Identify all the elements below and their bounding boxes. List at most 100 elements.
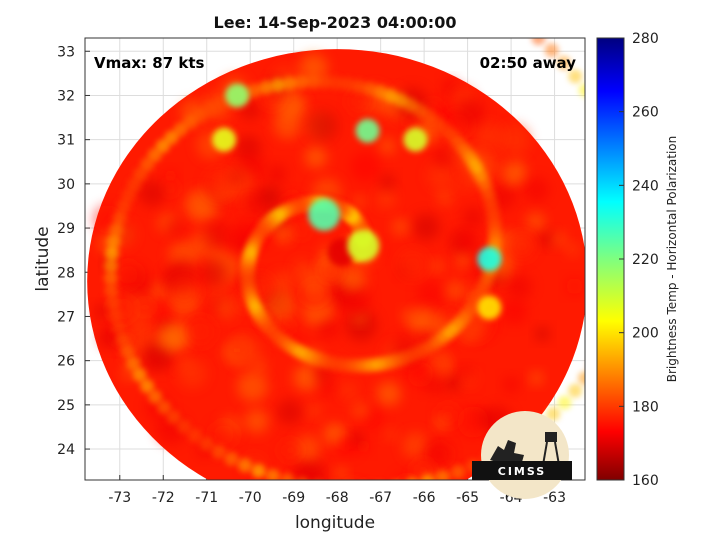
spiral-band-segment [270, 78, 285, 93]
spiral-band-segment [108, 308, 123, 323]
swath-speckle [353, 195, 366, 208]
swath-speckle [267, 164, 287, 184]
spiral-band-segment [251, 464, 266, 479]
spiral-band-segment [116, 199, 131, 214]
spiral-band-segment [109, 222, 124, 237]
swath-speckle [320, 260, 341, 281]
spiral-band-segment [237, 458, 252, 473]
y-tick-label: 26 [57, 354, 75, 370]
swath-speckle [345, 309, 377, 342]
swath-speckle [308, 111, 338, 141]
swath-speckle [501, 298, 528, 325]
x-tick-label: -73 [108, 490, 131, 506]
swath-speckle [231, 344, 244, 357]
swath-speckle [507, 274, 532, 299]
spiral-band-segment [259, 80, 274, 95]
swath-speckle [424, 439, 451, 466]
swath-speckle [535, 326, 550, 342]
y-tick-label: 25 [57, 398, 75, 414]
spiral-band-segment [518, 20, 532, 34]
swath-speckle [303, 487, 322, 506]
swath-speckle [157, 303, 172, 318]
spiral-band-segment [121, 188, 136, 203]
spiral-band-segment [166, 410, 181, 425]
swath-speckle [498, 124, 530, 156]
logo-text: CIMSS [498, 465, 546, 478]
spiral-band-segment [132, 367, 147, 382]
swath-speckle [304, 146, 327, 169]
spiral-band-segment [211, 444, 226, 459]
spiral-band-segment [625, 239, 639, 253]
colorbar-tick-label: 180 [632, 399, 659, 415]
spiral-band-segment [435, 469, 450, 480]
spiral-band-segment [148, 389, 163, 404]
spiral-band-segment [103, 271, 118, 286]
swath-speckle [353, 312, 367, 325]
spiral-band-segment [127, 177, 142, 192]
spiral-band-segment [176, 419, 191, 434]
swath-speckle [566, 242, 580, 257]
swath-speckle [340, 285, 370, 315]
swath-speckle [244, 409, 269, 434]
x-tick-label: -69 [282, 490, 305, 506]
swath-speckle [427, 161, 455, 190]
y-tick-label: 24 [57, 442, 75, 458]
spiral-band-segment [224, 451, 239, 466]
swath-speckle [508, 233, 536, 260]
swath-speckle [279, 439, 302, 462]
swath-speckle [265, 290, 297, 321]
spiral-band-segment [213, 96, 228, 111]
spiral-band-segment [187, 428, 202, 443]
feature-convection [477, 247, 502, 271]
plot-frame [84, 37, 586, 481]
swath-speckle [94, 304, 110, 319]
swath-speckle [184, 189, 217, 222]
swath-speckle [271, 272, 294, 294]
colorbar-tick-label: 260 [632, 105, 659, 121]
swath-speckle [138, 179, 166, 207]
spiral-band-segment [103, 258, 118, 273]
swath-speckle [276, 399, 303, 425]
swath-speckle [240, 100, 260, 120]
colorbar-tick-label: 200 [632, 326, 659, 342]
spiral-band-segment [577, 371, 585, 386]
swath-speckle [417, 281, 444, 308]
y-tick-label: 31 [57, 133, 75, 149]
spiral-band-segment [247, 83, 262, 98]
swath-speckle [156, 324, 185, 353]
swath-speckle [434, 416, 448, 430]
spiral-band-segment [140, 379, 155, 394]
spiral-band-segment [568, 69, 583, 84]
x-tick-label: -66 [413, 490, 436, 506]
swath-speckle [229, 170, 244, 185]
swath-speckle [316, 317, 339, 340]
swath-speckle [299, 53, 328, 83]
colorbar-tick-label: 220 [632, 252, 659, 268]
spiral-band-segment [406, 477, 418, 480]
y-tick-labels: 24 25 26 27 28 29 30 31 32 33 [57, 44, 75, 458]
swath-speckle [474, 122, 503, 151]
swath-speckle [149, 354, 163, 369]
swath-speckle [457, 406, 489, 438]
spiral-band-segment [373, 85, 388, 100]
swath-texture [93, 20, 639, 506]
swath-speckle [456, 177, 470, 192]
y-tick-label: 27 [57, 309, 75, 325]
x-tick-label: -70 [239, 490, 262, 506]
swath-speckle [202, 222, 230, 250]
spiral-band-segment [106, 295, 121, 310]
y-tick-label: 33 [57, 44, 75, 60]
swath-speckle [341, 266, 367, 292]
spiral-band-segment [557, 395, 572, 410]
swath-speckle [402, 432, 430, 460]
colorbar-label: Brightness Temp - Horizontal Polarizatio… [665, 136, 679, 383]
feature-rainband [225, 83, 250, 108]
swath-speckle [445, 375, 462, 391]
colorbar-tick-label: 160 [632, 473, 659, 489]
feature-eyewall [308, 198, 341, 231]
swath-speckle [384, 428, 398, 441]
storm-features [212, 83, 502, 320]
spiral-band-segment [126, 356, 141, 371]
swath-speckle [204, 169, 234, 200]
spiral-band-segment [157, 400, 172, 415]
